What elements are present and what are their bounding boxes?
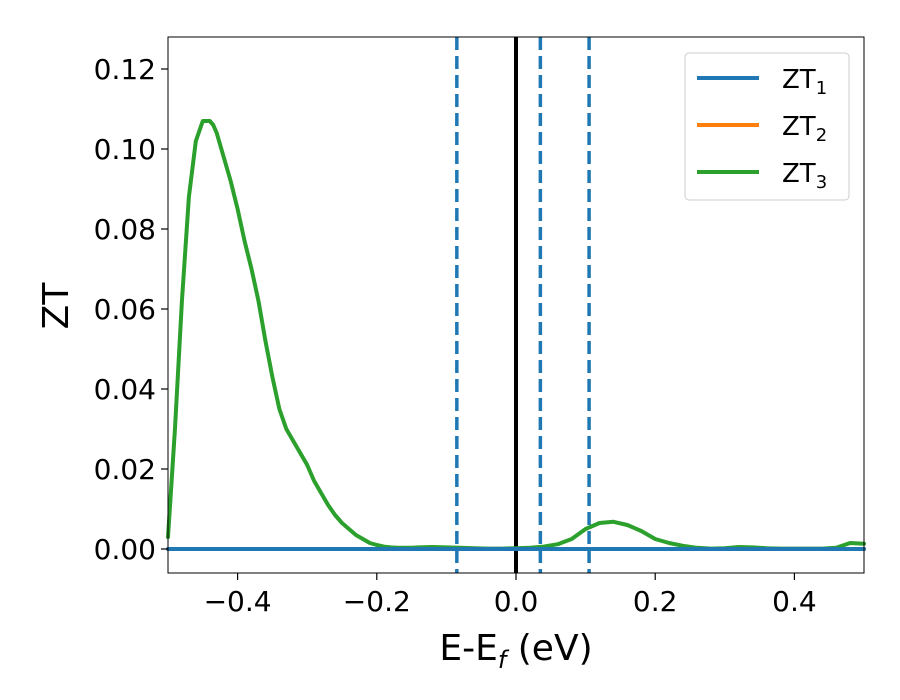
legend-label-1-sub: 1 xyxy=(816,78,827,99)
x-tick-label: 0.0 xyxy=(494,585,539,618)
legend-label-1: ZT xyxy=(782,65,816,95)
y-tick-label: 0.04 xyxy=(94,373,156,406)
y-tick-label: 0.10 xyxy=(94,133,156,166)
y-tick-label: 0.08 xyxy=(94,213,156,246)
y-axis-title: ZT xyxy=(36,282,77,330)
legend-entry-2: ZT2 xyxy=(697,112,827,146)
series-lines xyxy=(166,119,866,551)
x-axis-ticks: −0.4 −0.2 0.0 0.2 0.4 xyxy=(204,573,817,618)
x-axis-title-unit: (eV) xyxy=(506,628,592,669)
legend: ZT1 ZT2 ZT3 xyxy=(684,52,850,201)
vertical-reference-lines xyxy=(455,37,591,573)
y-tick-label: 0.00 xyxy=(94,533,156,566)
legend-label-3-sub: 3 xyxy=(816,172,827,193)
legend-label-2-sub: 2 xyxy=(816,125,827,146)
legend-entry-1: ZT1 xyxy=(697,65,827,99)
legend-entry-3: ZT3 xyxy=(697,159,827,193)
legend-label-2: ZT xyxy=(782,112,816,142)
y-axis-ticks: 0.00 0.02 0.04 0.06 0.08 0.10 0.12 xyxy=(94,53,168,566)
svg-text:ZT3: ZT3 xyxy=(782,159,827,193)
x-tick-label: 0.4 xyxy=(772,585,817,618)
y-tick-label: 0.02 xyxy=(94,453,156,486)
x-tick-label: −0.2 xyxy=(343,585,411,618)
svg-text:ZT1: ZT1 xyxy=(782,65,827,99)
legend-label-3: ZT xyxy=(782,159,816,189)
x-axis-title-main: E-E xyxy=(439,628,497,669)
y-tick-label: 0.06 xyxy=(94,293,156,326)
x-tick-label: 0.2 xyxy=(633,585,678,618)
x-axis-title: E-Ef (eV) xyxy=(439,628,592,674)
y-tick-label: 0.12 xyxy=(94,53,156,86)
legend-box xyxy=(684,52,850,201)
x-tick-label: −0.4 xyxy=(204,585,272,618)
svg-text:ZT2: ZT2 xyxy=(782,112,827,146)
